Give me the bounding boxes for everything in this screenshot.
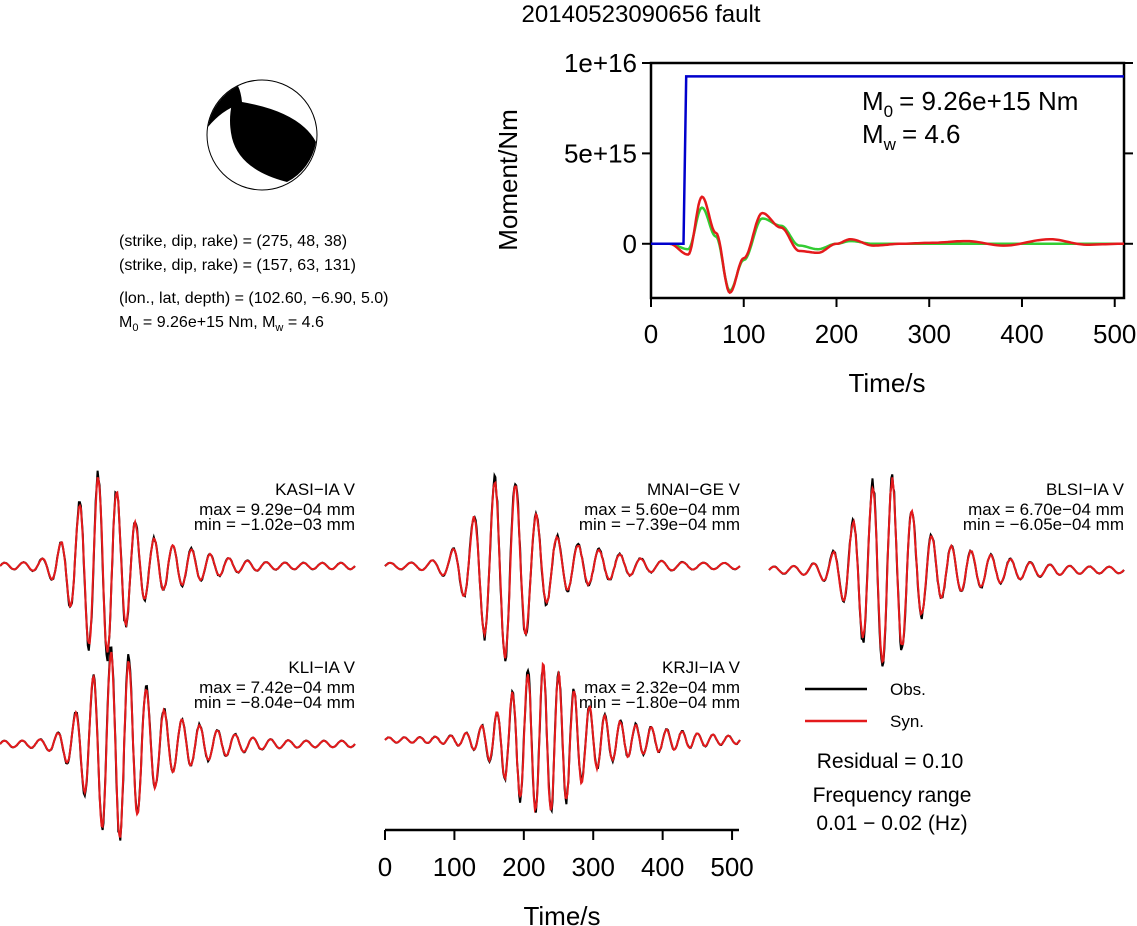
moment-m0-label: M0 = 9.26e+15 Nm [862,86,1078,121]
station-max: max = 2.32e−04 mm [584,678,740,697]
nodal-plane-2: (strike, dip, rake) = (157, 63, 131) [119,257,356,274]
waveform-xlabel: Time/s [523,901,600,926]
moment-xtick-label: 200 [815,319,858,349]
station-max: max = 5.60e−04 mm [584,500,740,519]
waveform-xtick-label: 400 [641,852,684,882]
waveform-xtick-label: 0 [378,852,392,882]
waveform-xtick-label: 200 [502,852,545,882]
moment-rate-red-line [651,195,1124,295]
station-name: MNAI−GE V [647,480,741,499]
synthetic-waveform [0,476,356,653]
moment-rate-panel: 1e+16 5e+15 0 0 100 200 300 400 500 Moment/Nm T… [493,48,1136,398]
station-min: min = −6.05e−04 mm [963,515,1124,534]
moment-summary: M0 = 9.26e+15 Nm, Mw = 4.6 [119,314,324,334]
moment-mw-label: Mw = 4.6 [862,119,961,154]
moment-xtick-label: 100 [722,319,765,349]
residual-label: Residual = 0.10 [817,750,964,773]
beachball-compressional-cap [208,86,240,127]
waveform-xtick-label: 500 [710,852,753,882]
station-max: max = 7.42e−04 mm [199,678,355,697]
station-min: min = −7.39e−04 mm [579,515,740,534]
frequency-range-value: 0.01 − 0.02 (Hz) [816,812,967,835]
moment-xtick-label: 500 [1093,319,1136,349]
station-min: min = −1.02e−03 mm [194,515,355,534]
moment-xtick-label: 0 [644,319,658,349]
moment-x-ticks: 0 100 200 300 400 500 [644,298,1136,349]
synthetic-waveform [0,651,356,838]
nodal-plane-1: (strike, dip, rake) = (275, 48, 38) [119,233,347,250]
moment-xtick-label: 300 [908,319,951,349]
synthetic-waveform [384,480,741,659]
synthetic-waveform [384,661,741,814]
moment-ytick-label: 0 [623,229,637,259]
beachball [206,79,318,191]
station-min: min = −1.80e−04 mm [579,693,740,712]
legend-syn-label: Syn. [890,712,924,731]
waveform-x-axis: Time/s 0 100 200 300 400 500 [378,828,754,926]
legend-obs-label: Obs. [890,680,926,699]
source-info: (strike, dip, rake) = (275, 48, 38) (str… [119,233,389,334]
moment-y-ticks: 1e+16 5e+15 0 [564,48,1133,259]
station-name: KASI−IA V [275,480,356,499]
source-location: (lon., lat, depth) = (102.60, −6.90, 5.0… [119,290,389,307]
beachball-compressional-lobe [230,86,316,182]
moment-ytick-label: 1e+16 [564,48,637,78]
figure-title: 20140523090656 fault [522,1,761,28]
moment-xlabel: Time/s [848,368,925,398]
cumulative-moment-line [651,75,1124,246]
legend: Obs. Syn. Residual = 0.10 Frequency rang… [805,680,971,835]
frequency-range-title: Frequency range [813,784,972,807]
waveform-xtick-label: 100 [433,852,476,882]
moment-series [651,75,1124,295]
moment-ytick-label: 5e+15 [564,138,637,168]
waveform-xtick-label: 300 [572,852,615,882]
station-name: BLSI−IA V [1046,480,1125,499]
station-min: min = −8.04e−04 mm [194,693,355,712]
moment-plot-frame [649,61,1126,300]
station-name: KLI−IA V [288,658,355,677]
synthetic-waveform [768,477,1125,664]
station-max: max = 6.70e−04 mm [968,500,1124,519]
station-max: max = 9.29e−04 mm [199,500,355,519]
station-name: KRJI−IA V [662,658,741,677]
moment-ylabel: Moment/Nm [493,109,523,251]
moment-xtick-label: 400 [1000,319,1043,349]
